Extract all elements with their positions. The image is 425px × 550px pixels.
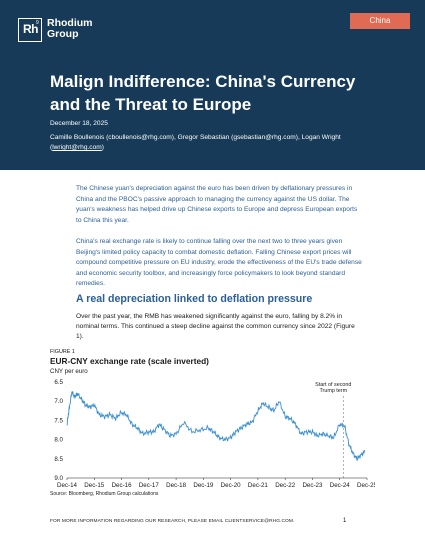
eur-cny-series-line xyxy=(66,391,366,461)
x-tick-label: Dec-14 xyxy=(57,482,78,489)
y-tick-label: 9.0 xyxy=(54,475,63,482)
brand-name-line2: Group xyxy=(47,28,79,40)
page-title: Malign Indifference: China's Currency an… xyxy=(50,72,356,114)
x-tick-label: Dec-18 xyxy=(166,482,187,489)
annotation-line1: Start of second xyxy=(315,382,351,388)
authors-text: Camille Boullenois (cboullenois@rhg.com)… xyxy=(50,134,341,151)
authors: Camille Boullenois (cboullenois@rhg.com)… xyxy=(50,133,380,153)
brand-name: Rhodium Group xyxy=(47,18,93,40)
footer-contact: FOR MORE INFORMATION REGARDING OUR RESEA… xyxy=(50,519,295,524)
body-paragraph: Over the past year, the RMB has weakened… xyxy=(76,313,355,340)
x-tick-label: Dec-25 xyxy=(357,482,375,489)
y-tick-label: 7.5 xyxy=(54,417,63,424)
brand-name-line1: Rhodium xyxy=(47,17,93,29)
intro-paragraph-1: The Chinese yuan's depreciation against … xyxy=(76,185,358,224)
x-tick-label: Dec-22 xyxy=(275,482,296,489)
figure-title: EUR-CNY exchange rate (scale inverted) xyxy=(50,356,209,366)
y-tick-label: 8.5 xyxy=(54,456,63,463)
x-tick-label: Dec-19 xyxy=(193,482,214,489)
x-tick-label: Dec-23 xyxy=(302,482,323,489)
publication-date: December 18, 2025 xyxy=(50,120,108,127)
y-tick-label: 8.0 xyxy=(54,437,63,444)
annotation-line2: Trump term xyxy=(319,388,347,394)
x-tick-label: Dec-24 xyxy=(330,482,351,489)
section-heading: A real depreciation linked to deflation … xyxy=(76,293,313,305)
intro-paragraph-2: China's real exchange rate is likely to … xyxy=(76,238,362,287)
logo-superscript: 9 xyxy=(36,20,39,26)
logo-mark: Rh xyxy=(23,22,39,36)
x-tick-label: Dec-17 xyxy=(139,482,160,489)
rhodium-logo: Rh 9 xyxy=(18,18,42,42)
x-tick-label: Dec-20 xyxy=(221,482,242,489)
figure-unit: CNY per euro xyxy=(50,368,88,375)
y-tick-label: 7.0 xyxy=(54,398,63,405)
y-tick-label: 6.5 xyxy=(54,379,63,386)
figure-source: Source: Bloomberg, Rhodium Group calcula… xyxy=(50,491,159,497)
x-tick-label: Dec-21 xyxy=(248,482,269,489)
figure-label: FIGURE 1 xyxy=(50,349,75,355)
x-tick-label: Dec-16 xyxy=(112,482,133,489)
header-banner: Rh 9 Rhodium Group China Malign Indiffer… xyxy=(0,0,425,170)
x-tick-label: Dec-15 xyxy=(84,482,105,489)
author-email-link[interactable]: lwright@rhg.com xyxy=(52,144,102,151)
page-number: 1 xyxy=(343,518,347,524)
authors-end: ) xyxy=(101,144,104,151)
topic-tag: China xyxy=(350,13,410,29)
